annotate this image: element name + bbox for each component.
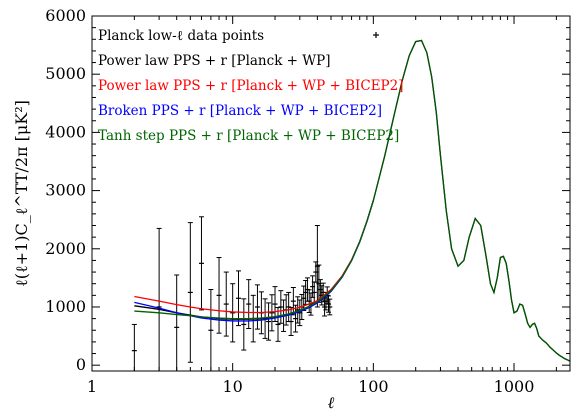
x-tick-label: 1000 — [494, 377, 535, 396]
series-line-4 — [134, 200, 374, 320]
x-axis-title: ℓ — [328, 393, 335, 412]
data-point — [254, 284, 260, 330]
data-point — [174, 274, 180, 371]
axis-titles: ℓ ℓ(ℓ+1)C_ℓ^TT/2π [μK²] — [12, 100, 335, 412]
x-tick-label: 10 — [222, 377, 242, 396]
data-point — [275, 307, 281, 342]
data-point — [187, 222, 193, 363]
y-axis-title: ℓ(ℓ+1)C_ℓ^TT/2π [μK²] — [12, 100, 31, 287]
data-point — [208, 289, 214, 371]
data-point — [266, 302, 272, 341]
data-point — [223, 271, 229, 337]
data-point — [216, 257, 222, 334]
y-tick-label: 2000 — [45, 239, 86, 258]
legend-entry-1: Planck low-ℓ data points — [98, 28, 264, 44]
legend: Planck low-ℓ data points Power law PPS + … — [98, 28, 404, 144]
data-point — [286, 291, 292, 323]
data-points-group — [131, 216, 333, 371]
legend-entry-2: Power law PPS + r [Planck + WP] — [98, 53, 331, 69]
data-point — [278, 290, 284, 324]
y-tick-label: 1000 — [45, 297, 86, 316]
data-point — [235, 270, 241, 327]
series-line-overlay — [372, 39, 570, 362]
data-layer — [131, 39, 570, 371]
legend-entry-4: Broken PPS + r [Planck + WP + BICEP2] — [98, 103, 382, 119]
legend-entry-5: Tanh step PPS + r [Planck + WP + BICEP2] — [98, 128, 399, 144]
data-point — [327, 298, 333, 316]
data-point — [314, 225, 320, 308]
y-tick-label: 0 — [76, 355, 86, 374]
data-point — [156, 227, 162, 371]
y-tick-label: 4000 — [45, 122, 86, 141]
plot-frame — [91, 15, 571, 372]
data-point — [241, 298, 247, 351]
data-point — [269, 294, 275, 332]
legend-entry-3: Power law PPS + r [Planck + WP + BICEP2] — [98, 78, 404, 94]
y-tick-label: 5000 — [45, 64, 86, 83]
y-tick-label: 3000 — [45, 181, 86, 200]
y-tick-label: 6000 — [45, 6, 86, 25]
data-point — [290, 286, 296, 316]
data-point — [230, 283, 236, 343]
data-point — [272, 286, 278, 323]
data-point — [198, 216, 204, 311]
axes: 1 10 100 1000 0 1000 2000 3000 4000 5000 6000 — [45, 6, 571, 396]
data-point — [288, 307, 294, 336]
x-tick-label: 1 — [87, 377, 97, 396]
x-tick-label: 100 — [358, 377, 389, 396]
